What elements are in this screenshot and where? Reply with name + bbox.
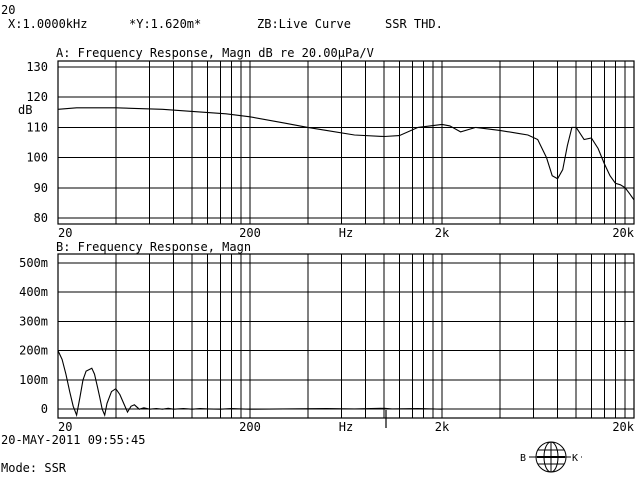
- y-tick-label: 300m: [19, 314, 48, 328]
- y-tick-label: 130: [26, 60, 48, 74]
- chart-a-y-ticks: 130 120 110 100 90 80: [26, 60, 48, 225]
- cursor-x-readout: X:1.0000kHz: [8, 17, 87, 31]
- x-tick-label: 20: [58, 226, 72, 240]
- y-tick-label: 90: [34, 181, 48, 195]
- y-tick-label: 120: [26, 90, 48, 104]
- bk-logo: B K: [519, 441, 582, 473]
- response-curve: [57, 107, 635, 201]
- cursor-y-readout: *Y:1.620m*: [129, 17, 201, 31]
- x-tick-label: 200: [239, 420, 261, 434]
- chart-a-title: A: Frequency Response, Magn dB re 20.00µ…: [56, 46, 374, 60]
- chart-a-x-ticks: 20 200 2k 20k Hz: [58, 226, 635, 240]
- x-tick-label: 20: [58, 420, 72, 434]
- y-tick-label: 0: [41, 402, 48, 416]
- chart-a-frame: [57, 60, 635, 225]
- x-tick-label: 2k: [435, 226, 450, 240]
- y-tick-label: 100: [26, 151, 48, 165]
- bk-logo-letter-b: B: [520, 453, 526, 464]
- x-tick-label: 20k: [612, 420, 634, 434]
- channel-number: 20: [1, 3, 15, 17]
- y-tick-label: 400m: [19, 285, 48, 299]
- chart-b-title: B: Frequency Response, Magn: [56, 240, 251, 254]
- response-curve: [57, 350, 443, 418]
- bk-logo-letter-k: K: [572, 453, 578, 464]
- mode-readout: Mode: SSR: [1, 461, 67, 475]
- y-tick-label: 80: [34, 211, 48, 225]
- y-tick-label: 100m: [19, 373, 48, 387]
- chart-b-y-ticks: 500m 400m 300m 200m 100m 0: [19, 256, 48, 416]
- x-tick-label: 200: [239, 226, 261, 240]
- chart-a-grid: [57, 61, 635, 224]
- timestamp: 20-MAY-2011 09:55:45: [1, 433, 146, 447]
- x-tick-label: 20k: [612, 226, 634, 240]
- x-axis-unit: Hz: [339, 420, 353, 434]
- chart-b-frame: [57, 253, 635, 419]
- chart-b-grid: [57, 254, 635, 418]
- chart-b-curve: [57, 350, 443, 418]
- y-tick-label: 500m: [19, 256, 48, 270]
- x-tick-label: 2k: [435, 420, 450, 434]
- measurement-label: SSR THD.: [385, 17, 443, 31]
- chart-a-y-unit: dB: [18, 103, 32, 117]
- chart-a-curve: [57, 107, 635, 201]
- y-tick-label: 110: [26, 120, 48, 134]
- y-tick-label: 200m: [19, 344, 48, 358]
- chart-b-x-ticks: 20 200 2k 20k Hz: [58, 420, 635, 434]
- x-axis-unit: Hz: [339, 226, 353, 240]
- zb-mode-label: ZB:Live Curve: [257, 17, 351, 31]
